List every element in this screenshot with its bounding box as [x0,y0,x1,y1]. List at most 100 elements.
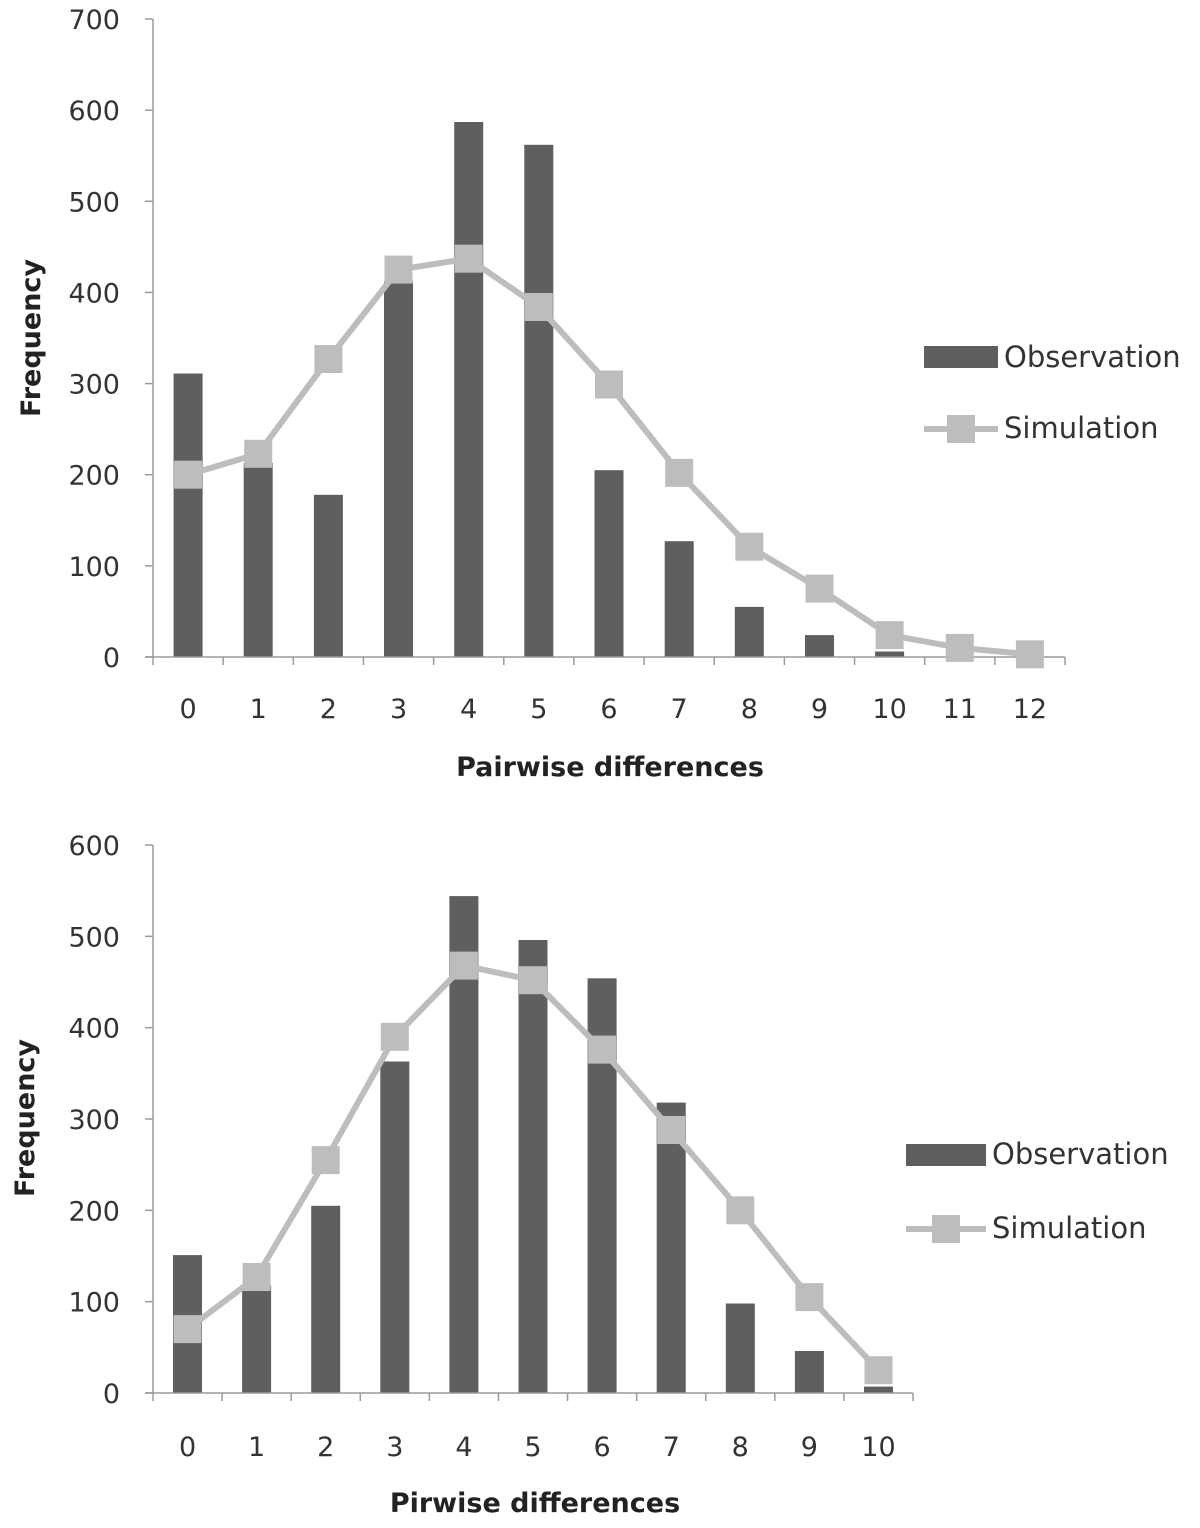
observation-bar-8 [734,606,764,657]
simulation-point-7 [657,1116,686,1144]
observation-bar-5 [518,940,548,1393]
observation-bar-9 [794,1351,824,1393]
simulation-point-6 [595,370,623,399]
observation-bars [173,896,893,1393]
observation-bar-10 [875,651,905,657]
simulation-point-7 [665,458,694,487]
legend: Observation Simulation [906,1137,1169,1245]
simulation-point-5 [519,966,547,995]
pirwise-differences-chart: 0 100 200 300 400 500 600 0 1 2 3 4 5 6 7 8 9 10 Frequen… [10,831,1169,1519]
simulation-markers [174,244,1044,669]
axes [145,18,1066,665]
y-tick-labels: 0 100 200 300 400 500 600 [68,831,120,1410]
simulation-point-9 [805,574,834,603]
simulation-point-8 [726,1196,755,1225]
x-axis-title: Pirwise differences [390,1488,680,1519]
y-tick-label-100: 100 [68,552,120,583]
y-tick-labels: 0 100 200 300 400 500 600 700 [68,5,120,674]
legend-observation-swatch [906,1144,986,1166]
y-tick-label-500: 500 [68,922,120,953]
observation-bar-7 [656,1102,686,1393]
x-tick-label-9: 9 [801,1432,818,1463]
legend-observation-label: Observation [1004,340,1181,374]
simulation-point-1 [242,1263,271,1291]
observation-bars [173,122,905,658]
simulation-point-8 [735,532,764,561]
y-tick-label-100: 100 [68,1288,120,1319]
x-tick-label-3: 3 [386,1432,403,1463]
legend-item-simulation: Simulation [924,411,1158,445]
observation-bar-2 [311,1205,341,1393]
y-tick-label-300: 300 [68,370,120,401]
x-tick-label-8: 8 [741,694,758,725]
x-tick-labels: 0 1 2 3 4 5 6 7 8 9 10 [179,1432,896,1463]
y-tick-label-400: 400 [68,1014,120,1045]
y-tick-label-200: 200 [68,461,120,492]
y-tick-label-600: 600 [68,831,120,862]
x-tick-label-11: 11 [943,694,977,725]
x-tick-label-6: 6 [600,694,617,725]
observation-bar-3 [380,1061,410,1393]
observation-bar-8 [725,1303,755,1393]
x-tick-label-1: 1 [248,1432,265,1463]
legend-simulation-marker [947,415,975,443]
simulation-point-9 [795,1283,824,1312]
observation-bar-7 [664,541,694,657]
x-tick-label-3: 3 [390,694,407,725]
x-tick-label-0: 0 [179,694,196,725]
simulation-point-4 [454,244,483,273]
observation-bar-4 [454,122,484,657]
simulation-point-0 [174,460,203,489]
simulation-point-12 [1015,640,1044,669]
simulation-point-3 [384,255,413,284]
simulation-point-11 [945,633,974,662]
legend-item-simulation: Simulation [906,1211,1146,1245]
simulation-point-0 [173,1315,202,1344]
simulation-point-2 [311,1146,340,1175]
simulation-point-4 [449,951,478,980]
x-tick-label-5: 5 [530,694,547,725]
observation-bar-5 [524,144,554,658]
legend-item-observation: Observation [924,340,1181,374]
x-tick-labels: 0 1 2 3 4 5 6 7 8 9 10 11 12 [179,694,1047,725]
y-axis-title: Frequency [16,259,47,417]
y-tick-label-600: 600 [68,96,120,127]
x-tick-label-2: 2 [320,694,337,725]
legend-simulation-label: Simulation [992,1211,1146,1245]
observation-bar-9 [805,635,834,657]
x-tick-label-10: 10 [872,694,906,725]
observation-bar-1 [243,462,273,657]
legend-observation-swatch [924,346,998,368]
y-tick-label-200: 200 [68,1196,120,1227]
simulation-point-3 [380,1022,409,1051]
x-tick-label-8: 8 [732,1432,749,1463]
axes [145,844,914,1401]
x-tick-label-7: 7 [671,694,688,725]
x-tick-label-9: 9 [811,694,828,725]
x-tick-label-12: 12 [1013,694,1047,725]
y-tick-label-500: 500 [68,187,120,218]
simulation-markers [173,951,893,1385]
observation-bar-1 [242,1285,272,1393]
x-tick-label-10: 10 [861,1432,895,1463]
x-tick-label-4: 4 [460,694,477,725]
x-tick-label-5: 5 [524,1432,541,1463]
x-tick-label-6: 6 [593,1432,610,1463]
observation-bar-10 [864,1386,893,1393]
legend-item-observation: Observation [906,1137,1169,1171]
simulation-point-5 [524,293,553,321]
x-tick-label-1: 1 [250,694,267,725]
y-tick-label-0: 0 [103,643,120,674]
y-tick-label-400: 400 [68,278,120,309]
y-axis-title: Frequency [10,1039,41,1197]
x-tick-label-7: 7 [663,1432,680,1463]
legend-simulation-marker [932,1215,960,1243]
legend-observation-label: Observation [992,1137,1169,1171]
simulation-point-2 [314,345,343,373]
simulation-point-6 [588,1035,617,1064]
simulation-point-10 [875,621,904,650]
x-tick-label-0: 0 [179,1432,196,1463]
x-axis-title: Pairwise differences [456,752,764,783]
